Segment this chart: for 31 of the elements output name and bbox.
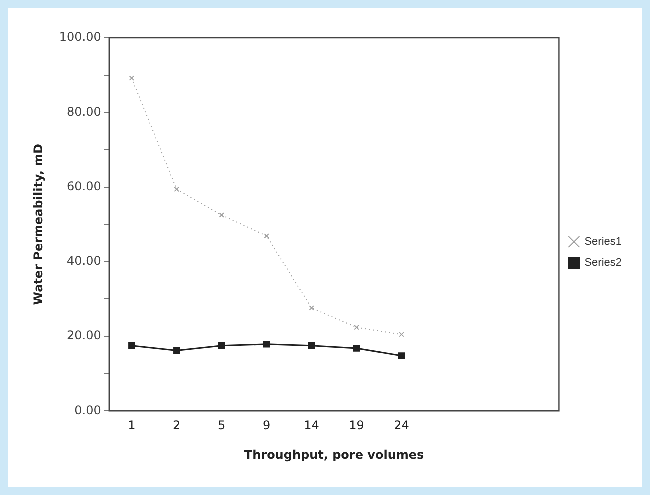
point [218,342,226,350]
point [174,186,180,192]
point [308,342,316,350]
point [353,345,360,352]
y-tick-label: 60.00 [67,179,102,194]
y-tick-label: 0.00 [74,403,102,418]
y-tick-label: 40.00 [67,254,102,268]
point [219,212,224,218]
point [263,341,270,348]
point [174,347,180,354]
legend-label: Series1 [584,236,622,248]
y-tick-label: 80.00 [67,104,102,119]
x-tick-label: 5 [218,418,226,433]
x-tick-label: 2 [173,418,181,433]
y-tick-label: 100.00 [59,30,102,44]
point [309,306,314,311]
x-tick-label: 14 [304,418,320,433]
point [128,342,136,350]
x-tick-label: 1 [128,418,136,433]
point [354,324,360,330]
x-tick-label: 19 [349,418,364,433]
legend-label: Series2 [584,257,622,270]
y-axis-title: Water Permeability, mD [31,144,46,306]
point [264,234,270,239]
point [129,76,134,81]
point [398,352,406,360]
x-tick-label: 9 [263,418,271,433]
x-tick-label: 24 [394,418,410,433]
x-axis-title: Throughput, pore volumes [244,448,424,462]
point [399,332,404,338]
y-tick-label: 20.00 [67,328,102,343]
